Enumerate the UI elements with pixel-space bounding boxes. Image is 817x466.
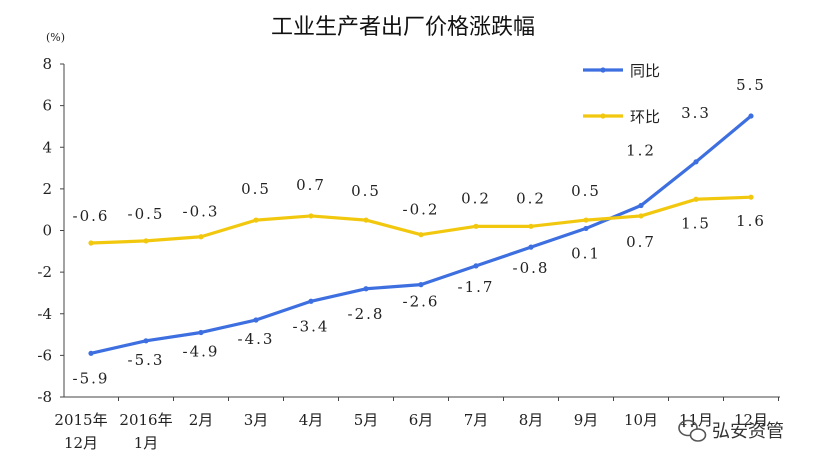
data-label-yoy: -3.4 — [293, 317, 330, 335]
data-label-mom: 1.6 — [736, 212, 766, 230]
x-tick-label: 10月 — [624, 411, 658, 429]
y-tick-label: 0 — [42, 222, 52, 240]
data-point-mom — [253, 217, 259, 223]
data-point-mom — [363, 217, 369, 223]
data-point-mom — [88, 240, 94, 246]
data-label-mom: 1.5 — [681, 214, 711, 232]
data-label-mom: 0.7 — [296, 176, 326, 194]
y-tick-label: -8 — [37, 388, 52, 406]
data-point-yoy — [473, 263, 479, 269]
x-tick-label: 4月 — [299, 411, 324, 429]
data-label-yoy: -2.8 — [348, 305, 385, 323]
data-label-yoy: -1.7 — [458, 278, 495, 296]
data-label-mom: -0.3 — [183, 203, 220, 221]
x-tick-label: 5月 — [354, 411, 379, 429]
data-point-yoy — [363, 286, 369, 292]
y-tick-label: -2 — [37, 263, 52, 281]
x-axis-ticks: 2015年 12月 2016年 1月 2月 3月 4月 5月 6月 7月 8月 9月 10月 11月 12月 — [54, 397, 779, 452]
x-tick-label: 7月 — [464, 411, 489, 429]
chart-title: 工业生产者出厂价格涨跌幅 — [271, 15, 535, 40]
data-label-mom: 0.5 — [241, 180, 271, 198]
data-point-yoy — [198, 329, 204, 336]
data-point-mom — [638, 213, 644, 219]
y-tick-label: 4 — [42, 138, 52, 156]
x-tick-label: 2015年 — [54, 411, 107, 429]
x-tick-label: 12月 — [734, 411, 768, 429]
x-tick-label: 11月 — [679, 411, 713, 429]
x-tick-label: 2016年 — [119, 411, 172, 429]
data-point-mom — [143, 238, 149, 244]
data-label-mom: -0.2 — [403, 201, 440, 219]
y-tick-label: 2 — [42, 180, 52, 198]
data-label-mom: 0.5 — [351, 182, 381, 200]
data-point-mom — [528, 223, 534, 229]
data-point-yoy — [583, 225, 589, 232]
data-label-yoy: 0.1 — [571, 244, 601, 262]
data-label-yoy: 3.3 — [681, 104, 711, 122]
data-point-yoy — [143, 338, 149, 344]
data-label-yoy: -5.3 — [128, 351, 165, 369]
data-label-yoy: -4.3 — [238, 330, 275, 348]
data-point-yoy — [253, 317, 259, 323]
data-label-mom: 0.2 — [461, 189, 491, 207]
data-point-mom — [198, 234, 204, 240]
data-point-yoy — [88, 350, 94, 356]
data-point-yoy — [748, 113, 754, 119]
y-tick-label: -4 — [37, 305, 52, 323]
legend-marker-yoy — [600, 67, 606, 73]
data-point-mom — [308, 213, 314, 219]
x-tick-label: 3月 — [244, 411, 269, 429]
y-tick-label: 6 — [42, 97, 52, 115]
data-label-yoy: -4.9 — [183, 342, 220, 360]
data-label-mom: -0.6 — [73, 207, 110, 225]
data-label-yoy: -5.9 — [73, 369, 110, 387]
data-point-mom — [693, 196, 699, 202]
data-label-yoy: -0.8 — [513, 259, 550, 277]
data-label-layer: -5.9 -5.3 -4.9 -4.3 -3.4 -2.8 -2.6 -1.7 -0.8 0.1 1… — [73, 76, 766, 387]
data-point-yoy — [418, 282, 424, 288]
data-point-mom — [473, 223, 479, 229]
x-tick-label: 2月 — [189, 411, 214, 429]
x-tick-label: 12月 — [64, 434, 98, 452]
series-layer — [88, 113, 754, 356]
axes — [63, 64, 780, 398]
legend-label-yoy: 同比 — [630, 62, 660, 80]
data-point-mom — [418, 232, 424, 238]
y-tick-label: -6 — [37, 346, 52, 364]
data-label-mom: 0.2 — [516, 189, 546, 207]
data-point-yoy — [638, 202, 644, 209]
y-tick-label: 8 — [42, 55, 52, 73]
data-point-yoy — [308, 298, 314, 304]
y-axis-ticks: 8 6 4 2 0 -2 -4 -6 -8 — [37, 55, 64, 406]
watermark-text: 弘安资管 — [712, 421, 784, 442]
data-point-mom — [583, 217, 589, 223]
data-label-mom: -0.5 — [128, 205, 165, 223]
legend-marker-mom — [600, 113, 606, 119]
watermark: 弘安资管 — [678, 419, 784, 442]
data-point-yoy — [528, 244, 534, 250]
data-label-yoy: -2.6 — [403, 293, 440, 311]
x-tick-label: 1月 — [134, 434, 159, 452]
data-label-yoy: 5.5 — [736, 76, 766, 94]
data-point-yoy — [693, 159, 699, 165]
x-tick-label: 6月 — [409, 411, 434, 429]
wechat-icon — [678, 419, 707, 442]
data-label-yoy: 1.2 — [626, 142, 656, 160]
y-axis-unit: (%) — [46, 31, 65, 44]
data-label-mom: 0.7 — [626, 233, 656, 251]
legend-label-mom: 环比 — [630, 108, 660, 126]
x-tick-label: 8月 — [519, 411, 544, 429]
data-label-mom: 0.5 — [571, 182, 601, 200]
x-tick-label: 9月 — [574, 411, 599, 429]
data-point-mom — [748, 194, 754, 200]
